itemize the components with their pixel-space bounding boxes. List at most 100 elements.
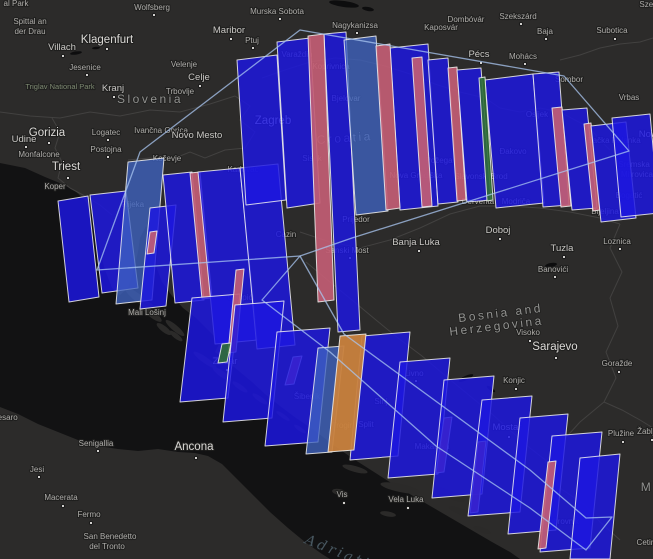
lake (329, 0, 359, 8)
satellite-footprint[interactable] (236, 54, 287, 206)
lake (92, 46, 100, 50)
satellite-footprint[interactable] (569, 453, 621, 559)
map-label: Visoko (516, 328, 540, 337)
island (380, 482, 420, 494)
city-dot (60, 503, 66, 509)
country-border (559, 37, 653, 61)
map-label: Kaposvár (424, 23, 458, 32)
map-label: Sarajevo (532, 341, 577, 353)
map-label: Fermo (77, 510, 101, 519)
satellite-footprint[interactable] (323, 31, 361, 333)
map-label: Maribor (213, 25, 245, 36)
map-label: Nagykanizsa (332, 21, 378, 30)
city-dot (543, 36, 549, 42)
satellite-footprint[interactable] (343, 35, 389, 216)
map-label: Szekszárd (499, 12, 536, 21)
satellite-footprint[interactable] (478, 76, 494, 202)
satellite-footprint[interactable] (307, 33, 335, 303)
city-dot (60, 53, 66, 59)
city-dot (612, 36, 618, 42)
lake (70, 51, 82, 55)
country-border (603, 401, 653, 429)
map-label: der Drau (14, 27, 45, 36)
map-label: Velenje (171, 60, 198, 69)
map-label: San Benedetto (84, 532, 137, 541)
map-label: Koper (44, 182, 66, 191)
city-dot (250, 45, 256, 51)
city-dot (277, 16, 283, 22)
map-label: Monfalcone (18, 150, 60, 159)
map-label: Mali Lošinj (128, 308, 166, 317)
map-label: Vis (337, 490, 348, 499)
city-dot (522, 61, 528, 67)
map-label: Cetinje (637, 538, 653, 547)
island (342, 464, 368, 474)
satellite-footprint[interactable] (146, 230, 158, 255)
city-dot (617, 246, 623, 252)
map-label: Gorizia (29, 127, 66, 139)
satellite-footprint[interactable] (327, 333, 367, 453)
island (142, 306, 162, 322)
satellite-footprint[interactable] (411, 56, 433, 208)
map-label: Banovići (538, 265, 568, 274)
map-label: Sombor (555, 75, 583, 84)
map-label: Kočevje (153, 154, 182, 163)
city-dot (405, 505, 411, 511)
country-border (51, 117, 71, 189)
map-label: Dombóvár (448, 15, 485, 24)
satellite-footprint[interactable] (57, 195, 100, 303)
city-dot (553, 355, 559, 361)
map-label: Villach (48, 42, 76, 53)
satellite-footprint[interactable] (537, 460, 557, 550)
city-dot (561, 254, 567, 260)
map-label: M (641, 480, 653, 494)
map-label: Loznica (603, 237, 631, 246)
satellite-footprint[interactable] (447, 66, 467, 202)
map-label: Murska Sobota (250, 7, 304, 16)
aoi-outline (96, 29, 630, 271)
map-label: Plužine (608, 429, 635, 438)
city-dot (518, 21, 524, 27)
city-dot (23, 144, 29, 150)
map-label: Vrbas (619, 93, 640, 102)
city-dot (36, 474, 42, 480)
lake (545, 262, 557, 268)
map-label: Ptuj (245, 36, 259, 45)
map-label: Jesenice (69, 63, 101, 72)
city-dot (416, 248, 422, 254)
map-label: Slovenia (117, 92, 183, 106)
city-dot (46, 140, 52, 146)
city-dot (65, 175, 71, 181)
island (473, 526, 491, 534)
map-label: Macerata (44, 493, 78, 502)
map-label: Banja Luka (392, 237, 440, 248)
city-dot (228, 36, 234, 42)
city-dot (95, 448, 101, 454)
map-label: Szeged (639, 0, 653, 9)
map-label: Klagenfurt (81, 34, 134, 46)
satellite-footprint[interactable] (217, 342, 232, 364)
satellite-footprint[interactable] (611, 113, 653, 218)
city-dot (552, 274, 558, 280)
city-dot (151, 12, 157, 18)
map-label: Celje (188, 72, 210, 83)
city-dot (620, 439, 626, 445)
city-dot (193, 455, 199, 461)
map-label: Logatec (92, 128, 120, 137)
island (165, 319, 185, 337)
city-dot (497, 236, 503, 242)
map-label: Wolfsberg (134, 3, 170, 12)
sea-layer (0, 163, 520, 559)
city-dot (105, 154, 111, 160)
map-label: Udine (12, 134, 37, 145)
map-label: Tuzla (551, 243, 575, 254)
map-label: Ivančna Gorica (134, 126, 188, 135)
map-label: Prijedor (342, 215, 370, 224)
satellite-footprint[interactable] (551, 106, 572, 208)
map-label: Triest (52, 161, 81, 173)
island (380, 511, 396, 517)
map-label: Postojna (90, 145, 122, 154)
city-dot (527, 338, 533, 344)
